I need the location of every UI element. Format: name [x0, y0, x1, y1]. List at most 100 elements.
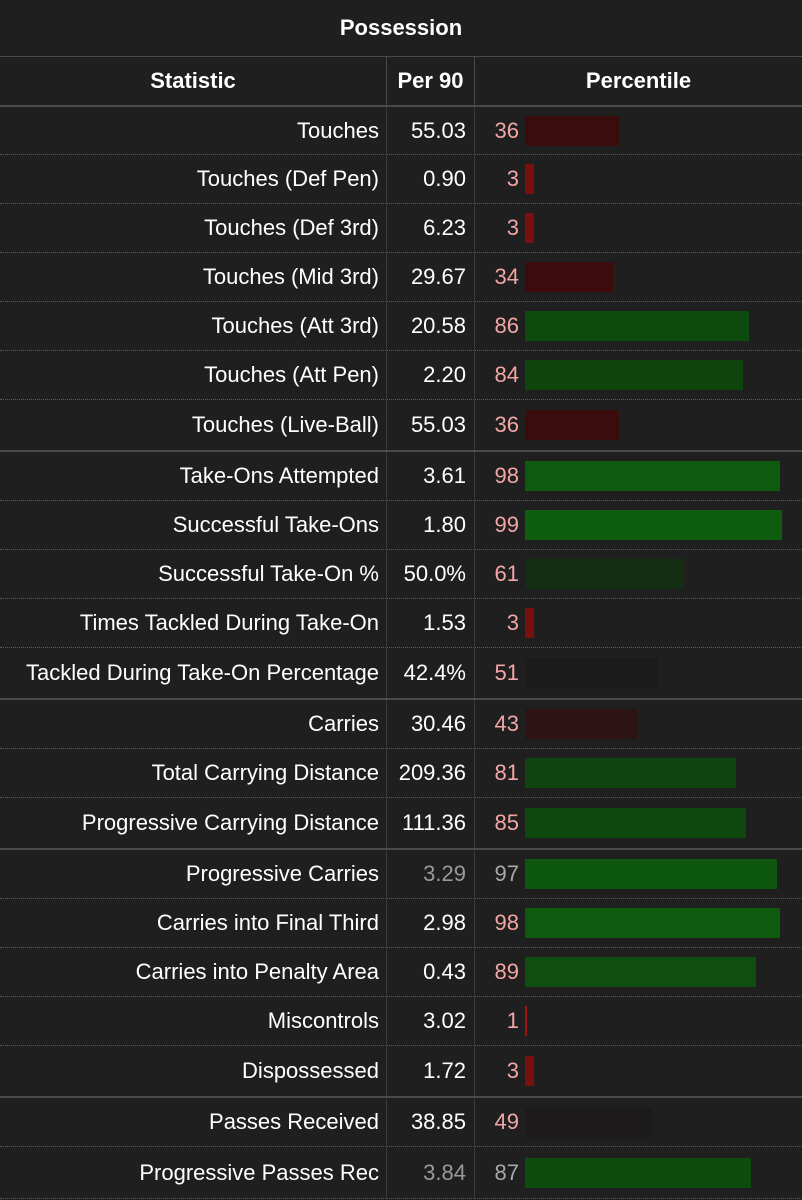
- percentile-bar: [525, 262, 613, 292]
- percentile-bar: [525, 311, 749, 341]
- table-row: Passes Received 38.85 49: [0, 1098, 802, 1147]
- percentile-cell: 89: [475, 948, 802, 996]
- table-row: Dispossessed 1.72 3: [0, 1046, 802, 1098]
- percentile-bar: [525, 115, 619, 146]
- percentile-bar: [525, 1157, 751, 1188]
- percentile-cell: 49: [475, 1098, 802, 1146]
- percentile-bar-track: [523, 262, 785, 292]
- per90-value: 55.03: [387, 107, 475, 154]
- percentile-bar-track: [523, 461, 785, 491]
- stat-name[interactable]: Dispossessed: [0, 1046, 387, 1096]
- table-row: Successful Take-On % 50.0% 61: [0, 550, 802, 599]
- percentile-value: 3: [506, 1058, 519, 1083]
- stat-name[interactable]: Successful Take-On %: [0, 550, 387, 598]
- stat-name[interactable]: Touches: [0, 107, 387, 154]
- percentile-value: 36: [494, 412, 519, 437]
- table-row: Carries into Final Third 2.98 98: [0, 899, 802, 948]
- column-header-per90[interactable]: Per 90: [387, 57, 475, 105]
- table-header-row: Statistic Per 90 Percentile: [0, 57, 802, 107]
- per90-value: 3.61: [387, 452, 475, 500]
- stat-name[interactable]: Progressive Carrying Distance: [0, 798, 387, 848]
- table-row: Carries 30.46 43: [0, 700, 802, 749]
- table-row: Times Tackled During Take-On 1.53 3: [0, 599, 802, 648]
- table-title: Possession: [0, 0, 802, 57]
- percentile-bar-track: [523, 908, 785, 938]
- percentile-value: 85: [494, 810, 519, 835]
- percentile-cell: 34: [475, 253, 802, 301]
- percentile-cell: 3: [475, 204, 802, 252]
- stat-name[interactable]: Touches (Att Pen): [0, 351, 387, 399]
- percentile-value: 1: [506, 1008, 519, 1033]
- per90-value: 2.98: [387, 899, 475, 947]
- table-row: Total Carrying Distance 209.36 81: [0, 749, 802, 798]
- stat-name[interactable]: Times Tackled During Take-On: [0, 599, 387, 647]
- percentile-bar: [525, 559, 684, 589]
- stat-name[interactable]: Progressive Passes Rec: [0, 1147, 387, 1198]
- percentile-bar: [525, 164, 534, 194]
- per90-value: 3.84: [387, 1147, 475, 1198]
- percentile-bar: [525, 1006, 527, 1036]
- percentile-bar-track: [523, 1107, 785, 1137]
- stat-name[interactable]: Tackled During Take-On Percentage: [0, 648, 387, 698]
- percentile-cell: 1: [475, 997, 802, 1045]
- stat-name[interactable]: Carries into Penalty Area: [0, 948, 387, 996]
- per90-value: 0.90: [387, 155, 475, 203]
- stat-name[interactable]: Successful Take-Ons: [0, 501, 387, 549]
- stat-name[interactable]: Touches (Def Pen): [0, 155, 387, 203]
- percentile-cell: 85: [475, 798, 802, 848]
- percentile-value: 3: [506, 166, 519, 191]
- stat-name[interactable]: Take-Ons Attempted: [0, 452, 387, 500]
- percentile-bar-track: [523, 213, 785, 243]
- percentile-cell: 36: [475, 107, 802, 154]
- percentile-cell: 3: [475, 155, 802, 203]
- percentile-value: 84: [494, 362, 519, 387]
- percentile-bar-track: [523, 115, 785, 146]
- table-row: Touches (Def 3rd) 6.23 3: [0, 204, 802, 253]
- percentile-bar: [525, 658, 658, 688]
- table-row: Touches (Def Pen) 0.90 3: [0, 155, 802, 204]
- per90-value: 2.20: [387, 351, 475, 399]
- percentile-value: 86: [494, 313, 519, 338]
- percentile-bar-track: [523, 709, 785, 739]
- percentile-cell: 3: [475, 599, 802, 647]
- table-row: Touches (Att 3rd) 20.58 86: [0, 302, 802, 351]
- percentile-bar-track: [523, 311, 785, 341]
- percentile-cell: 99: [475, 501, 802, 549]
- percentile-bar: [525, 213, 534, 243]
- percentile-cell: 87: [475, 1147, 802, 1198]
- per90-value: 3.29: [387, 850, 475, 898]
- column-header-statistic[interactable]: Statistic: [0, 57, 387, 105]
- per90-value: 6.23: [387, 204, 475, 252]
- percentile-cell: 86: [475, 302, 802, 350]
- stat-name[interactable]: Touches (Live-Ball): [0, 400, 387, 450]
- percentile-bar: [525, 709, 637, 739]
- percentile-cell: 43: [475, 700, 802, 748]
- percentile-value: 98: [494, 463, 519, 488]
- percentile-value: 49: [494, 1109, 519, 1134]
- percentile-value: 3: [506, 215, 519, 240]
- stat-name[interactable]: Carries into Final Third: [0, 899, 387, 947]
- percentile-bar: [525, 957, 756, 987]
- percentile-value: 36: [494, 117, 519, 143]
- percentile-bar: [525, 859, 777, 889]
- per90-value: 1.53: [387, 599, 475, 647]
- per90-value: 30.46: [387, 700, 475, 748]
- percentile-bar-track: [523, 608, 785, 638]
- percentile-bar-track: [523, 1157, 785, 1188]
- percentile-bar: [525, 1056, 534, 1086]
- stat-name[interactable]: Progressive Carries: [0, 850, 387, 898]
- stat-name[interactable]: Touches (Def 3rd): [0, 204, 387, 252]
- percentile-bar-track: [523, 1056, 785, 1086]
- table-row: Tackled During Take-On Percentage 42.4% 51: [0, 648, 802, 700]
- stat-name[interactable]: Touches (Att 3rd): [0, 302, 387, 350]
- percentile-cell: 97: [475, 850, 802, 898]
- stat-name[interactable]: Carries: [0, 700, 387, 748]
- table-row: Touches (Mid 3rd) 29.67 34: [0, 253, 802, 302]
- stat-name[interactable]: Miscontrols: [0, 997, 387, 1045]
- percentile-value: 89: [494, 959, 519, 984]
- stat-name[interactable]: Passes Received: [0, 1098, 387, 1146]
- stat-name[interactable]: Touches (Mid 3rd): [0, 253, 387, 301]
- stat-name[interactable]: Total Carrying Distance: [0, 749, 387, 797]
- column-header-percentile[interactable]: Percentile: [585, 68, 692, 93]
